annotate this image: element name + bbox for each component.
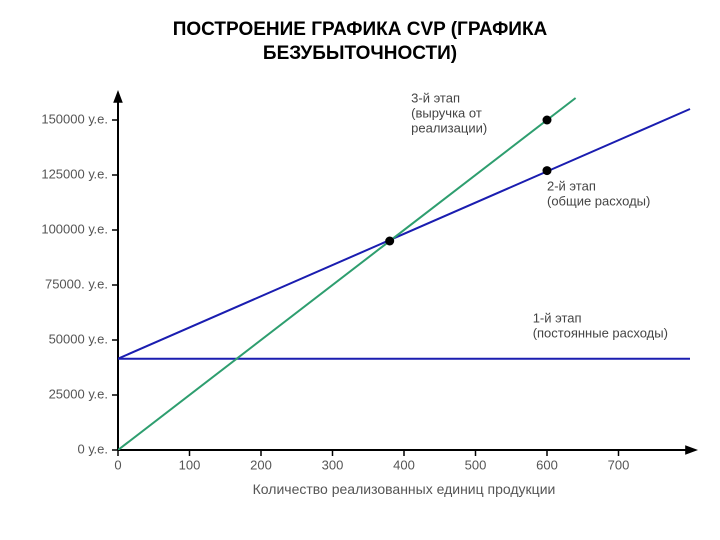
annotation-etap1: 1-й этап(постоянные расходы) [533,310,668,340]
annotation-etap3: 3-й этап(выручка отреализации) [411,90,487,135]
title-line1: ПОСТРОЕНИЕ ГРАФИКА CVP (ГРАФИКА [0,18,720,42]
series-total [118,109,690,359]
marker-1 [543,166,552,175]
y-tick-label: 150000 у.е. [41,111,108,126]
x-tick-label: 500 [465,458,487,473]
title-line2: БЕЗУБЫТОЧНОСТИ) [0,42,720,66]
x-tick-label: 300 [322,458,344,473]
y-tick-label: 75000. у.е. [45,276,108,291]
x-tick-label: 0 [114,458,121,473]
x-tick-label: 700 [608,458,630,473]
y-tick-label: 25000 у.е. [49,386,108,401]
x-tick-label: 400 [393,458,415,473]
y-tick-label: 50000 у.е. [49,331,108,346]
y-tick-label: 125000 у.е. [41,166,108,181]
x-tick-label: 600 [536,458,558,473]
y-tick-label: 100000 у.е. [41,221,108,236]
y-tick-label: 0 у.е. [78,441,109,456]
x-tick-label: 200 [250,458,272,473]
x-axis-label: Количество реализованных единиц продукци… [253,481,556,497]
x-axis-arrow [685,445,698,455]
marker-0 [385,237,394,246]
plot-area [118,98,690,450]
y-axis-arrow [113,90,123,103]
cvp-chart: 0 у.е. 25000 у.е. 50000 у.е. 75000. у.е. 100… [20,90,700,520]
chart-svg: 0 у.е. 25000 у.е. 50000 у.е. 75000. у.е. 100… [20,90,700,520]
page-title: ПОСТРОЕНИЕ ГРАФИКА CVP (ГРАФИКА БЕЗУБЫТО… [0,18,720,66]
x-tick-label: 100 [179,458,201,473]
marker-2 [543,116,552,125]
series-revenue [118,98,576,450]
annotation-etap2: 2-й этап(общие расходы) [547,178,650,208]
